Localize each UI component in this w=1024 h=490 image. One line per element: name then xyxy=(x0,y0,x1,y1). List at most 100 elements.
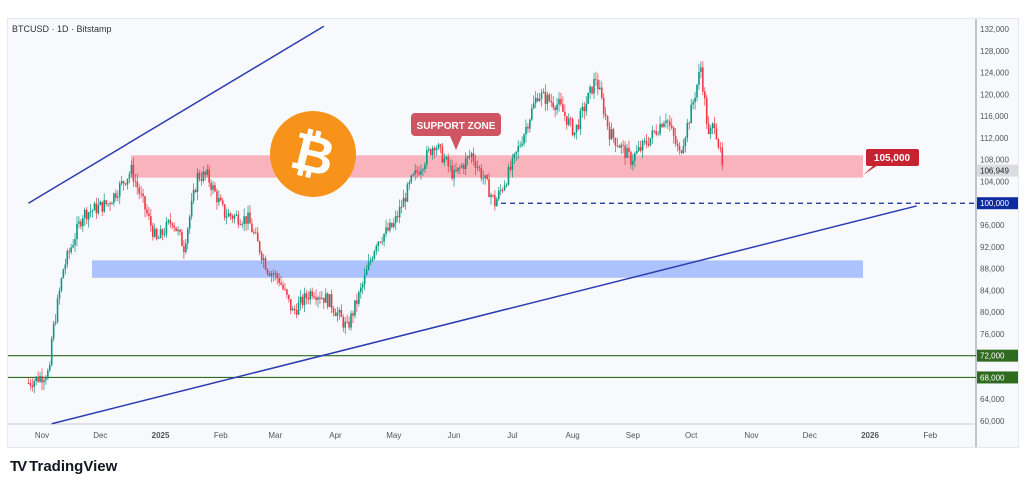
candle-body xyxy=(97,205,100,214)
candle-body xyxy=(546,94,549,104)
candle-body xyxy=(554,107,556,111)
candle-body xyxy=(247,212,249,224)
candle-body xyxy=(527,126,529,129)
candle-body xyxy=(122,181,125,184)
candle-body xyxy=(608,126,611,140)
candle-body xyxy=(41,376,43,383)
candle-body xyxy=(118,183,121,197)
candle-body xyxy=(647,144,650,146)
price-chart[interactable]: 132,000 128,000 124,000 120,000 116,000 112,0… xyxy=(8,19,1018,447)
candle-body xyxy=(575,124,578,133)
candle-body xyxy=(29,383,32,386)
candle-body xyxy=(167,220,170,222)
candle-body xyxy=(688,122,691,124)
candle-body xyxy=(418,172,420,175)
candle-body xyxy=(155,228,158,239)
candle-body xyxy=(389,222,391,231)
chart-frame[interactable]: 132,000 128,000 124,000 120,000 116,000 112,0… xyxy=(7,18,1019,448)
candle-body xyxy=(348,321,350,328)
candle-body xyxy=(134,181,137,183)
candle-body xyxy=(109,203,111,205)
candle-body xyxy=(350,313,352,328)
candle-body xyxy=(591,86,593,94)
tradingview-logo[interactable]: TV TradingView xyxy=(10,458,117,475)
candle-body xyxy=(416,170,418,173)
candle-body xyxy=(583,106,586,112)
candle-body xyxy=(50,338,53,366)
label-pointer xyxy=(863,165,878,175)
candle-body xyxy=(639,147,642,151)
y-tick-label: 60,000 xyxy=(980,417,1005,426)
candle-body xyxy=(439,144,442,147)
candle-body xyxy=(669,121,671,126)
candle-body xyxy=(476,167,479,169)
y-tick-label: 84,000 xyxy=(980,286,1005,295)
candle-body xyxy=(227,213,230,217)
x-tick-label: Apr xyxy=(329,431,342,440)
candle-body xyxy=(186,228,189,244)
candle-body xyxy=(391,222,393,228)
candle-body xyxy=(126,178,129,185)
candle-body xyxy=(192,189,195,201)
candle-body xyxy=(529,119,531,129)
candle-body xyxy=(95,203,98,214)
candle-body xyxy=(103,200,105,212)
candle-body xyxy=(589,86,591,93)
candle-body xyxy=(641,140,644,151)
candle-body xyxy=(76,223,78,240)
candle-body xyxy=(398,206,401,218)
candle-body xyxy=(667,120,669,122)
last-price-tag-bg xyxy=(977,164,1018,177)
candle-body xyxy=(284,288,286,290)
candle-body xyxy=(60,278,63,291)
candle-body xyxy=(655,131,657,135)
candle-body xyxy=(235,214,238,216)
candle-body xyxy=(198,172,201,180)
candle-body xyxy=(151,225,154,237)
candle-body xyxy=(431,147,434,156)
candle-body xyxy=(393,223,395,228)
candle-body xyxy=(330,294,333,309)
candle-body xyxy=(200,179,203,181)
resistance-zone xyxy=(131,155,863,178)
candle-body xyxy=(225,216,228,218)
candle-body xyxy=(449,165,451,167)
candle-body xyxy=(402,197,405,208)
candle-body xyxy=(600,87,603,98)
candle-body xyxy=(165,221,168,235)
candle-body xyxy=(628,147,630,153)
candle-body xyxy=(501,189,504,191)
candle-body xyxy=(107,203,109,205)
candle-body xyxy=(521,143,523,146)
x-tick-label: Dec xyxy=(93,431,107,440)
candle-body xyxy=(455,169,457,172)
tv-logo-icon: TV xyxy=(10,458,27,475)
candle-body xyxy=(323,297,325,303)
price-tag-68000-bg xyxy=(977,371,1018,384)
candle-body xyxy=(377,241,380,247)
candle-body xyxy=(266,269,269,274)
candle-body xyxy=(709,128,712,134)
candle-body xyxy=(532,103,535,109)
candle-body xyxy=(132,164,135,182)
candle-body xyxy=(169,220,172,224)
candle-body xyxy=(251,223,253,233)
candle-body xyxy=(87,212,90,220)
candle-body xyxy=(214,185,216,192)
candle-body xyxy=(674,135,677,144)
candle-body xyxy=(33,381,36,387)
candle-body xyxy=(406,184,409,202)
candle-body xyxy=(420,170,422,175)
x-tick-label: Sep xyxy=(626,431,641,440)
candle-body xyxy=(352,313,354,316)
candle-body xyxy=(707,123,710,134)
candle-body xyxy=(280,282,282,285)
candle-body xyxy=(497,190,500,200)
candle-body xyxy=(585,103,588,112)
candle-body xyxy=(509,167,512,170)
bitcoin-logo-icon xyxy=(270,111,356,197)
candle-body xyxy=(342,317,345,328)
candle-body xyxy=(459,167,461,169)
candle-body xyxy=(435,148,438,151)
candle-body xyxy=(282,284,284,289)
